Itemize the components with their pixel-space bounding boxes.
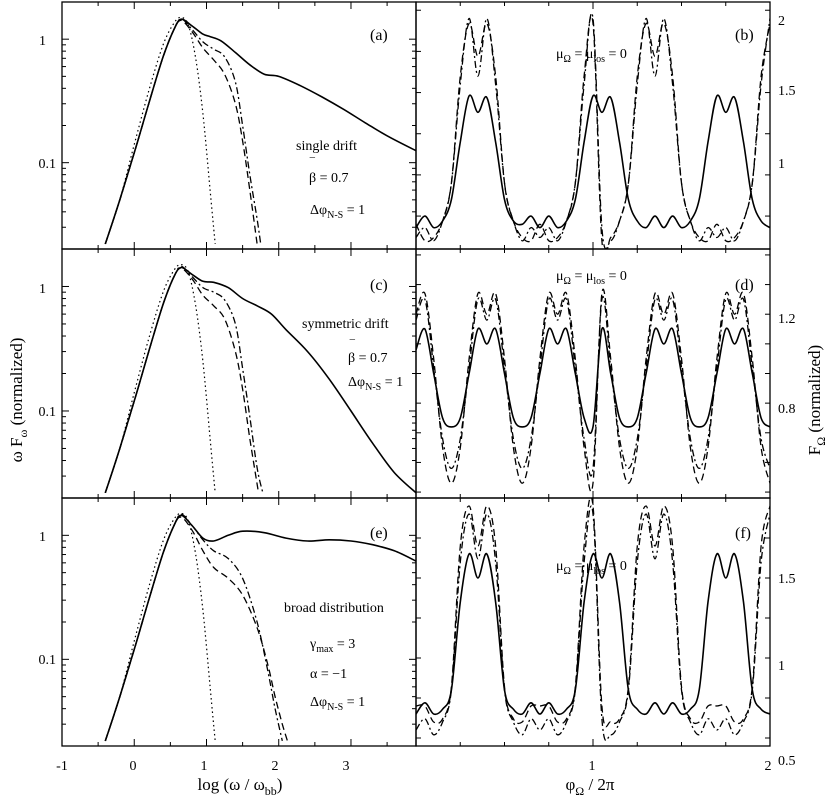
series-e-dashdot	[104, 513, 283, 742]
y-axis-label-left: ω Fω (normalized)	[7, 338, 30, 463]
series-a-dotted	[104, 16, 216, 245]
series-e-dashed	[104, 516, 289, 742]
annot-a-beta: β = 0.7	[309, 171, 349, 186]
x-axis-label-left: log (ω / ωbb)	[198, 775, 283, 798]
series-a-dashdot	[104, 18, 262, 245]
annot-c-beta-bar: ‾	[349, 338, 356, 354]
series-f-solid	[416, 553, 770, 716]
panel-label-d: (d)	[735, 277, 754, 294]
ytick-label-b-2: 2	[778, 14, 785, 29]
series-a-solid	[104, 18, 416, 245]
series-c-solid	[104, 266, 416, 494]
annot-e-title: broad distribution	[284, 601, 384, 616]
xtick-label-left-2: 2	[272, 759, 279, 774]
ytick-label-f-1: 1	[778, 659, 785, 674]
panel-label-c: (c)	[370, 277, 388, 294]
series-c-dotted	[104, 263, 216, 493]
ytick-label-e-1: 1	[39, 530, 46, 545]
series-c-dashdot	[104, 265, 264, 494]
annot-b-mu: μΩ = μlos = 0	[556, 47, 627, 65]
panel-label-b: (b)	[735, 27, 754, 44]
ytick-label-f-15: 1.5	[778, 572, 796, 587]
series-f-dashdot	[416, 505, 770, 742]
series-d-solid	[416, 326, 770, 434]
annot-a-title: single drift	[296, 139, 357, 154]
xtick-label-left-1: 1	[201, 759, 208, 774]
annot-a-beta-bar: ‾	[309, 156, 316, 172]
ytick-label-d-08: 0.8	[778, 402, 796, 417]
annot-a-dphi: ΔφN-S = 1	[310, 203, 365, 221]
panel-label-a: (a)	[370, 27, 388, 44]
ytick-label-d-12: 1.2	[778, 312, 796, 327]
series-c-dashed	[104, 267, 260, 494]
annot-d-mu: μΩ = μlos = 0	[556, 269, 627, 287]
annot-e-alpha: α = −1	[310, 667, 347, 682]
xtick-label-right-2: 2	[765, 759, 772, 774]
ytick-label-f-05: 0.5	[778, 754, 796, 769]
panel-frame-f	[415, 497, 771, 747]
ytick-label-e-01: 0.1	[39, 653, 57, 668]
x-axis-label-right: φΩ / 2π	[565, 775, 614, 798]
ytick-label-b-1: 1	[778, 157, 785, 172]
ytick-label-c-1: 1	[39, 282, 46, 297]
series-d-dashed	[416, 288, 770, 493]
xtick-label-left-0: 0	[130, 759, 137, 774]
series-e-solid	[104, 514, 416, 742]
y-axis-label-right: FΩ (normalized)	[805, 345, 828, 455]
series-b-solid	[416, 94, 770, 229]
ytick-label-a-01: 0.1	[39, 157, 57, 172]
annot-c-title: symmetric drift	[302, 317, 389, 332]
series-a-dashed	[104, 19, 258, 245]
panel-label-e: (e)	[370, 525, 388, 542]
series-f-dashed	[416, 498, 770, 728]
series-d-dashdot	[416, 296, 770, 477]
annot-f-mu: μΩ = μlos = 0	[556, 559, 627, 577]
xtick-label-right-1: 1	[589, 759, 596, 774]
series-e-dotted	[104, 512, 216, 742]
xtick-label-left-neg1: -1	[56, 759, 68, 774]
xtick-label-left-3: 3	[343, 759, 350, 774]
ytick-label-c-01: 0.1	[39, 405, 57, 420]
annot-c-dphi: ΔφN-S = 1	[348, 375, 403, 393]
annot-c-beta: β = 0.7	[348, 351, 388, 366]
annot-e-dphi: ΔφN-S = 1	[310, 695, 365, 713]
ytick-label-b-15: 1.5	[778, 84, 796, 99]
ytick-label-a-1: 1	[39, 34, 46, 49]
series-b-dashdot	[416, 12, 770, 249]
panel-label-f: (f)	[735, 525, 751, 542]
panel-frame-b	[415, 1, 771, 250]
annot-e-gamma: γmax = 3	[309, 637, 355, 655]
